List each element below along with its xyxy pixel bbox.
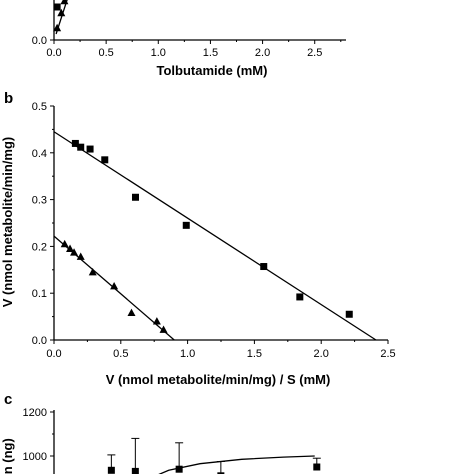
- panel-b-triangle-point: [110, 281, 119, 290]
- panel-b-y-tick-label: 0.4: [32, 148, 47, 160]
- panel-b-square-point: [71, 139, 79, 147]
- panel-b-triangle-point: [60, 239, 69, 248]
- panel-c-square-point: [217, 472, 225, 474]
- panel-b-square-point: [86, 145, 94, 153]
- panel-c: c 1000 1200 ion (ng): [0, 391, 321, 474]
- panel-b-x-tick-label: 0.5: [113, 348, 128, 360]
- panel-b-y-tick-label: 0.5: [32, 101, 47, 113]
- panel-a-x-tick-label: 0.0: [46, 47, 61, 59]
- panel-a-y-tick-label: 0.0: [32, 35, 47, 47]
- panel-b-square-point: [345, 310, 353, 318]
- panel-b-data-marks: [53, 131, 377, 341]
- panel-b-y-axis-label: V (nmol metabolite/min/mg): [0, 137, 15, 307]
- panel-b: b 0.0 0.5 1.0 1.5 2.0 2.5 0.00.10.20.30.40.5 …: [0, 90, 396, 387]
- panel-c-square-point: [131, 467, 139, 474]
- panel-b-x-tick-label: 1.0: [180, 348, 195, 360]
- panel-b-triangle-point: [88, 267, 97, 276]
- panel-b-y-tick-label: 0.3: [32, 195, 47, 207]
- panel-b-triangle-point: [159, 325, 168, 333]
- panel-b-triangle-point: [127, 308, 136, 317]
- panel-b-y-tick-label: 0.2: [32, 241, 47, 253]
- panel-b-square-point: [260, 263, 268, 271]
- panel-a-x-tick-label: 2.0: [255, 47, 270, 59]
- panel-a-x-tick-labels: 0.0 0.5 1.0 1.5 2.0 2.5: [46, 47, 322, 59]
- panel-b-triangle-point: [152, 317, 161, 325]
- panel-b-letter: b: [4, 90, 13, 107]
- panel-b-square-point: [182, 221, 190, 229]
- panel-c-square-point: [175, 465, 183, 473]
- panel-b-triangle-point: [76, 252, 85, 260]
- panel-b-y-tick-label: 0.0: [32, 335, 47, 347]
- panel-c-square-point: [107, 466, 115, 474]
- panel-b-plot-area: [50, 105, 389, 344]
- panel-c-square-point: [313, 463, 321, 471]
- panel-c-y-tick-label: 1200: [23, 407, 47, 419]
- panel-a-x-tick-label: 2.5: [307, 47, 322, 59]
- panel-c-data-marks: [107, 437, 321, 474]
- panel-b-square-point: [296, 293, 304, 301]
- panel-c-y-axis-label: ion (ng): [0, 438, 15, 474]
- panel-a-x-tick-label: 1.0: [151, 47, 166, 59]
- panel-c-y-tick-label: 1000: [23, 451, 47, 463]
- panel-b-fit-line: [53, 131, 377, 341]
- panel-b-x-tick-labels: 0.0 0.5 1.0 1.5 2.0 2.5: [46, 348, 395, 360]
- panel-b-x-tick-label: 2.0: [314, 348, 329, 360]
- panel-a-data-marks: [53, 0, 69, 35]
- panel-c-letter: c: [4, 391, 12, 408]
- panel-c-y-tick-labels: 1000 1200: [23, 407, 47, 463]
- panel-a: 0.0 0.5 1.0 1.5 2.0 2.5 0.0 Tolbutamide (mM): [32, 0, 346, 78]
- panel-b-y-tick-label: 0.1: [32, 288, 47, 300]
- panel-b-x-axis-label: V (nmol metabolite/min/mg) / S (mM): [106, 372, 331, 387]
- panel-b-triangle-point: [66, 244, 75, 252]
- panel-b-x-tick-label: 2.5: [380, 348, 395, 360]
- panel-a-square-point: [53, 3, 61, 11]
- panel-b-x-tick-label: 0.0: [46, 348, 61, 360]
- panel-a-plot-area: [50, 0, 346, 44]
- panel-b-square-point: [77, 143, 85, 151]
- panel-c-plot-area: [50, 410, 55, 474]
- panel-a-x-tick-label: 0.5: [98, 47, 113, 59]
- panel-b-y-tick-labels: 0.0 0.1 0.2 0.3 0.4 0.5: [32, 101, 47, 347]
- panel-b-square-point: [131, 193, 139, 201]
- panel-a-triangle-point: [60, 0, 69, 5]
- panel-a-triangle-point: [57, 8, 66, 17]
- panel-a-x-axis-label: Tolbutamide (mM): [157, 63, 268, 78]
- panel-a-triangle-point: [53, 23, 62, 32]
- panel-a-y-tick-labels: 0.0: [32, 35, 47, 47]
- panel-a-x-tick-label: 1.5: [203, 47, 218, 59]
- panel-b-triangle-point: [70, 248, 79, 256]
- panel-c-fit-curve: [158, 455, 315, 474]
- panel-b-square-point: [101, 156, 109, 164]
- panel-b-x-tick-label: 1.5: [247, 348, 262, 360]
